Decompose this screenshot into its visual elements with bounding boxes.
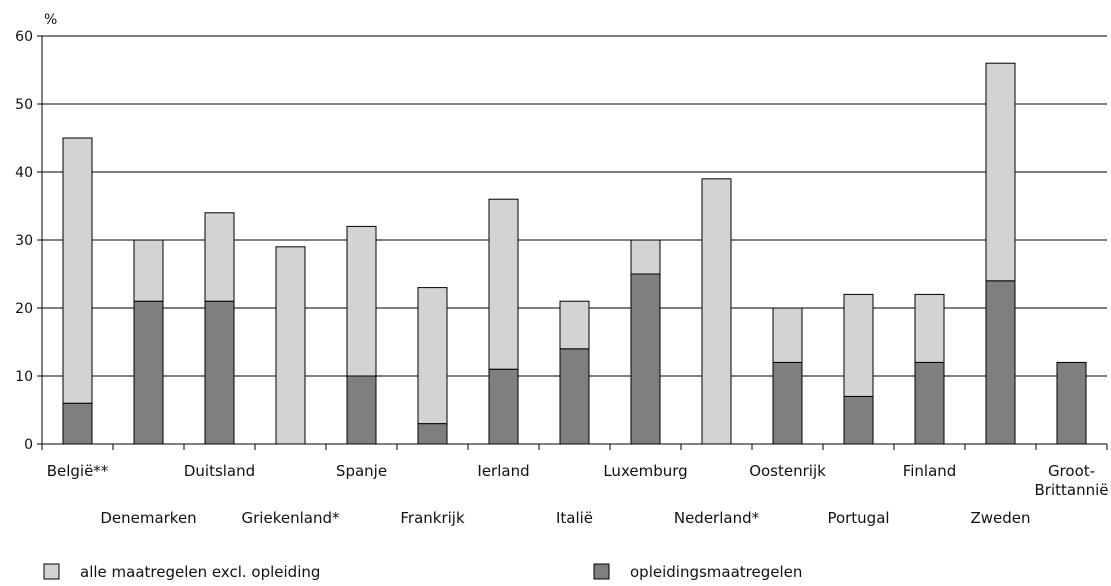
bar-segment-alle-maatregelen — [488, 198, 519, 370]
legend-label: opleidingsmaatregelen — [630, 563, 802, 581]
y-tick-label: 40 — [15, 165, 33, 181]
bar-segment-opleidingsmaatregelen — [1056, 361, 1087, 445]
bar-segment-alle-maatregelen — [204, 212, 235, 302]
bar-segment-opleidingsmaatregelen — [62, 402, 93, 445]
y-tick-label: 10 — [15, 369, 33, 385]
y-tick-label: 50 — [15, 97, 33, 113]
bar-segment-alle-maatregelen — [630, 239, 661, 275]
category-label: België** — [47, 462, 109, 480]
category-label: Denemarken — [100, 509, 196, 527]
y-axis-label: % — [44, 12, 57, 28]
category-label: Duitsland — [184, 462, 255, 480]
legend-swatch — [593, 563, 610, 580]
y-tick-label: 20 — [15, 301, 33, 317]
category-label: Frankrijk — [400, 509, 465, 527]
legend-label: alle maatregelen excl. opleiding — [80, 563, 320, 581]
bar-segment-alle-maatregelen — [843, 293, 874, 397]
bar-segment-alle-maatregelen — [346, 225, 377, 377]
y-tick-labels: 0 10 20 30 40 50 60 — [15, 29, 33, 453]
category-label: Nederland* — [674, 509, 760, 527]
category-label: Ierland — [477, 462, 529, 480]
category-label: Luxemburg — [603, 462, 687, 480]
bar-segment-opleidingsmaatregelen — [843, 395, 874, 445]
category-label: Griekenland* — [242, 509, 340, 527]
bar-segment-alle-maatregelen — [559, 300, 590, 350]
bars — [62, 62, 1087, 445]
bar-segment-opleidingsmaatregelen — [417, 423, 448, 445]
bar-segment-alle-maatregelen — [62, 137, 93, 404]
category-label: Spanje — [336, 462, 387, 480]
category-labels: België** Denemarken Duitsland Griekenland* S… — [47, 462, 1109, 527]
bar-segment-opleidingsmaatregelen — [914, 361, 945, 445]
bar-segment-alle-maatregelen — [914, 293, 945, 363]
bar-segment-opleidingsmaatregelen — [204, 300, 235, 445]
legend: alle maatregelen excl. opleiding opleidin… — [43, 563, 802, 581]
category-label: Zweden — [970, 509, 1030, 527]
legend-swatch — [43, 563, 60, 580]
bar-segment-alle-maatregelen — [275, 246, 306, 445]
bar-segment-alle-maatregelen — [133, 239, 164, 302]
category-label: Portugal — [827, 509, 889, 527]
category-label: Finland — [903, 462, 957, 480]
axes — [37, 35, 1108, 450]
bar-segment-opleidingsmaatregelen — [559, 348, 590, 445]
category-label: Groot-Brittannië — [1035, 462, 1109, 499]
bar-segment-alle-maatregelen — [772, 307, 803, 363]
bar-segment-alle-maatregelen — [417, 287, 448, 425]
y-tick-label: 60 — [15, 29, 33, 45]
y-tick-label: 0 — [24, 437, 33, 453]
category-label: Italië — [556, 509, 593, 527]
y-tick-label: 30 — [15, 233, 33, 249]
bar-segment-opleidingsmaatregelen — [772, 361, 803, 445]
bar-segment-alle-maatregelen — [985, 62, 1016, 282]
bar-segment-alle-maatregelen — [701, 178, 732, 445]
category-label: Oostenrijk — [749, 462, 826, 480]
bar-segment-opleidingsmaatregelen — [985, 280, 1016, 445]
bar-segment-opleidingsmaatregelen — [133, 300, 164, 445]
bar-segment-opleidingsmaatregelen — [488, 368, 519, 445]
bar-segment-opleidingsmaatregelen — [346, 375, 377, 445]
bar-segment-opleidingsmaatregelen — [630, 273, 661, 445]
